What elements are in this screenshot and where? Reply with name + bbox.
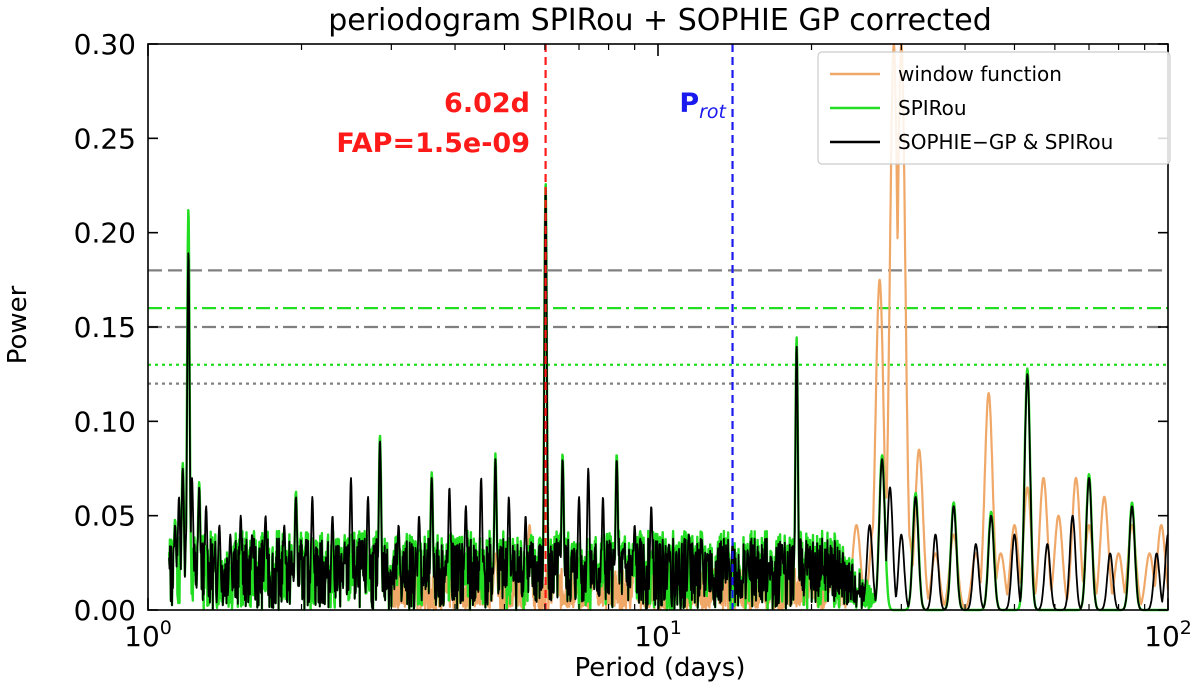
y-tick-label-3: 0.15 — [74, 311, 136, 344]
legend-label-1: SPIRou — [898, 96, 967, 120]
x-tick-label-0: 100 — [124, 617, 172, 653]
legend-box — [817, 51, 1171, 165]
x-tick-label-1: 101 — [634, 617, 682, 653]
legend-label-2: SOPHIE−GP & SPIRou — [898, 130, 1113, 154]
y-tick-label-0: 0.00 — [74, 594, 136, 627]
x-axis-label: Period (days) — [575, 653, 746, 683]
legend: window function SPIRou SOPHIE−GP & SPIRou — [817, 51, 1171, 165]
y-tick-label-4: 0.20 — [74, 217, 136, 250]
y-tick-label-5: 0.25 — [74, 122, 136, 155]
x-tick-label-2: 102 — [1144, 617, 1192, 653]
peak-period-annotation: 6.02d — [444, 88, 530, 119]
period-marker-lines — [544, 44, 734, 610]
chart-title: periodogram SPIRou + SOPHIE GP corrected — [328, 3, 992, 38]
y-tick-label-6: 0.30 — [74, 28, 136, 61]
y-tick-label-2: 0.10 — [74, 405, 136, 438]
legend-label-0: window function — [898, 62, 1062, 86]
fap-threshold-lines — [148, 269, 1168, 385]
prot-annotation: Prot — [679, 88, 727, 123]
axis-ticks: 0.00 0.05 0.10 0.15 0.20 0.25 0.30 100 101 102 — [74, 28, 1192, 653]
y-tick-label-1: 0.05 — [74, 500, 136, 533]
fap-annotation: FAP=1.5e-09 — [336, 128, 530, 159]
y-axis-label: Power — [3, 285, 33, 364]
